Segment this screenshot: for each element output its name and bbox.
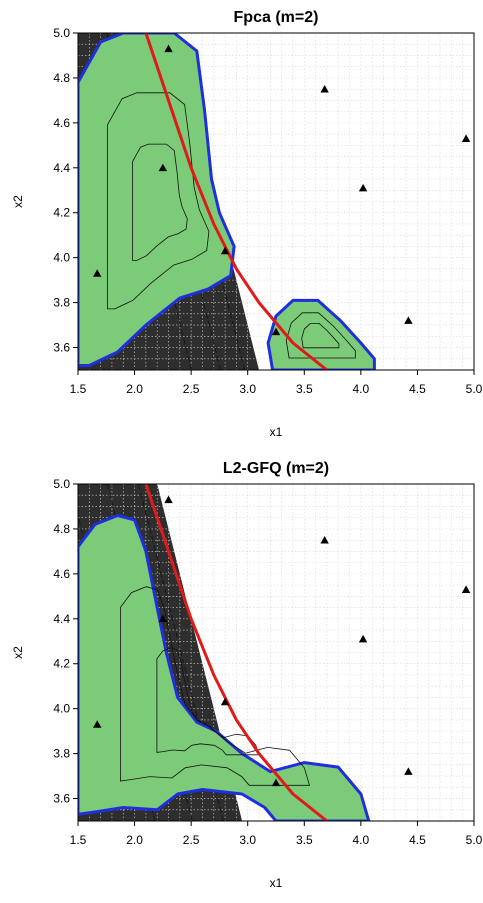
y-tick-label: 5.0 — [53, 26, 70, 40]
y-tick-label: 3.6 — [53, 792, 70, 806]
x-axis-label: x1 — [270, 425, 283, 439]
x-axis-label: x1 — [270, 876, 283, 890]
data-point — [271, 327, 281, 336]
data-point — [220, 246, 230, 255]
y-tick-label: 4.6 — [53, 116, 70, 130]
region-contour — [285, 312, 356, 359]
y-axis-label: x2 — [11, 195, 25, 208]
data-point — [164, 495, 173, 504]
x-axis-ticks: 1.5 2.0 2.5 3.0 3.5 4.0 4.5 5.0 — [70, 370, 483, 396]
x-tick-label: 2.5 — [183, 833, 200, 847]
data-point — [358, 183, 368, 192]
data-point — [220, 697, 230, 706]
chart-panel-l2-gfq: L2-GFQ (m=2) 1.5 2.0 2.5 3.0 3.5 4.0 4.5 5.0 3.… — [0, 451, 483, 898]
region-contour — [156, 647, 260, 756]
y-tick-label: 3.6 — [53, 341, 70, 355]
y-tick-label: 4.8 — [53, 71, 70, 85]
y-tick-label: 4.0 — [53, 251, 70, 265]
x-tick-label: 4.5 — [409, 833, 426, 847]
x-tick-label: 5.0 — [466, 833, 483, 847]
chart-panel-fpca: Fpca (m=2) 1.5 2.0 2.5 3.0 3.5 4.0 4.5 5.0 3.6 3… — [0, 0, 483, 447]
region-contour — [301, 323, 340, 349]
x-tick-label: 4.0 — [353, 382, 370, 396]
data-point — [320, 84, 329, 93]
chart-fpca: Fpca (m=2) 1.5 2.0 2.5 3.0 3.5 4.0 4.5 5.0 3.63… — [11, 9, 483, 439]
data-point — [461, 585, 471, 593]
data-point — [404, 767, 413, 775]
data-point — [93, 720, 102, 728]
y-tick-label: 3.8 — [53, 296, 70, 310]
region-contour — [107, 92, 210, 310]
x-tick-label: 2.5 — [183, 382, 200, 396]
y-tick-label: 4.8 — [53, 522, 70, 536]
plot-frame — [77, 483, 475, 822]
y-tick-label: 4.4 — [53, 161, 70, 175]
x-tick-label: 3.5 — [296, 382, 313, 396]
y-axis-label: x2 — [11, 646, 25, 659]
plot-frame — [77, 32, 475, 371]
x-tick-label: 3.0 — [239, 833, 256, 847]
x-tick-label: 2.0 — [126, 833, 143, 847]
y-tick-label: 4.6 — [53, 567, 70, 581]
y-tick-label: 3.8 — [53, 747, 70, 761]
data-point — [158, 614, 168, 623]
data-point — [404, 316, 413, 324]
data-point — [93, 269, 102, 277]
data-point — [320, 535, 329, 544]
y-tick-label: 4.2 — [53, 206, 70, 220]
y-tick-label: 4.4 — [53, 612, 70, 626]
x-tick-label: 3.0 — [239, 382, 256, 396]
plot-area — [78, 33, 474, 370]
x-tick-label: 5.0 — [466, 382, 483, 396]
region-area — [78, 514, 371, 821]
x-tick-label: 4.0 — [353, 833, 370, 847]
boundary-line — [144, 484, 329, 821]
region-contour — [132, 143, 188, 261]
chart-l2-gfq: L2-GFQ (m=2) 1.5 2.0 2.5 3.0 3.5 4.0 4.5 5.0 3.… — [11, 460, 483, 890]
plot-area — [78, 484, 474, 821]
chart-title: L2-GFQ (m=2) — [223, 460, 329, 477]
x-tick-label: 4.5 — [409, 382, 426, 396]
y-tick-label: 4.2 — [53, 657, 70, 671]
y-tick-label: 5.0 — [53, 477, 70, 491]
chart-title: Fpca (m=2) — [234, 9, 319, 26]
region-contour — [120, 586, 311, 786]
data-point — [461, 134, 471, 142]
x-tick-label: 2.0 — [126, 382, 143, 396]
data-point — [158, 163, 168, 172]
data-point — [358, 634, 368, 643]
y-axis-ticks: 3.6 3.8 4.0 4.2 4.4 4.6 4.8 5.0 — [53, 477, 78, 806]
y-tick-label: 4.0 — [53, 702, 70, 716]
x-tick-label: 3.5 — [296, 833, 313, 847]
region-area — [266, 298, 376, 370]
x-tick-label: 1.5 — [70, 833, 87, 847]
data-point — [271, 778, 281, 787]
y-axis-ticks: 3.6 3.8 4.0 4.2 4.4 4.6 4.8 5.0 — [53, 26, 78, 355]
data-point — [164, 44, 173, 53]
x-tick-label: 1.5 — [70, 382, 87, 396]
x-axis-ticks: 1.5 2.0 2.5 3.0 3.5 4.0 4.5 5.0 — [70, 821, 483, 847]
boundary-line — [144, 33, 329, 370]
region-area — [78, 33, 236, 367]
